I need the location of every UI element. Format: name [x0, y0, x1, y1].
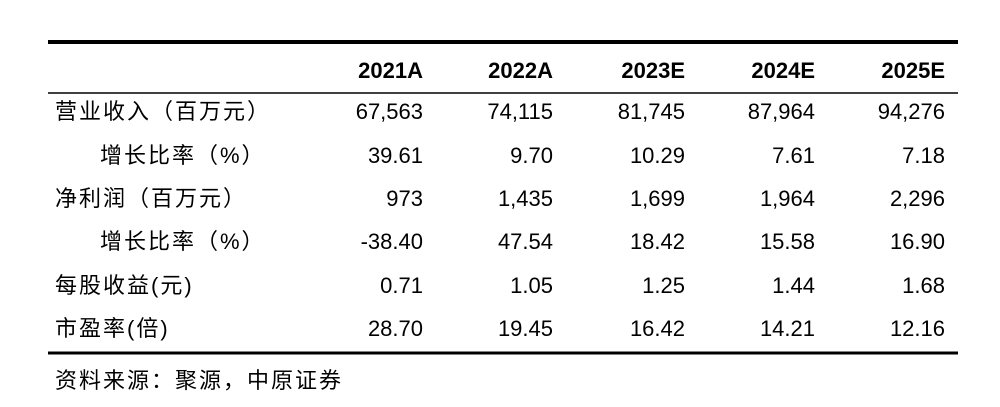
cell-value: 12.16 [890, 316, 945, 341]
column-header: 2025E [881, 58, 945, 83]
cell-value: 16.42 [630, 316, 685, 341]
cell-value: 67,563 [356, 99, 423, 124]
row-label: 每股收益(元) [55, 273, 194, 298]
column-header: 2023E [621, 58, 685, 83]
cell-value: 74,115 [487, 99, 553, 124]
source-note: 资料来源：聚源，中原证券 [55, 368, 343, 393]
row-label: 净利润（百万元） [55, 186, 247, 211]
cell-value: 1.68 [902, 273, 945, 298]
cell-value: 2,296 [890, 186, 945, 211]
column-header: 2024E [751, 58, 815, 83]
cell-value: 47.54 [498, 229, 553, 254]
cell-value: 7.18 [902, 143, 945, 168]
row-label: 市盈率(倍) [55, 316, 170, 341]
cell-value: 10.29 [630, 143, 685, 168]
cell-value: 94,276 [878, 99, 945, 124]
cell-value: 1.25 [642, 273, 685, 298]
cell-value: 14.21 [760, 316, 815, 341]
cell-value: 9.70 [510, 143, 553, 168]
cell-value: 16.90 [890, 229, 945, 254]
cell-value: 1,964 [760, 186, 815, 211]
cell-value: 39.61 [368, 143, 423, 168]
cell-value: 19.45 [498, 316, 553, 341]
cell-value: 18.42 [630, 229, 685, 254]
cell-value: 7.61 [772, 143, 815, 168]
cell-value: 87,964 [748, 99, 815, 124]
cell-value: 973 [386, 186, 423, 211]
cell-value: -38.40 [361, 229, 423, 254]
column-header: 2022A [488, 58, 553, 83]
cell-value: 1.05 [510, 273, 553, 298]
row-label: 增长比率（%） [100, 229, 266, 254]
cell-value: 1,435 [498, 186, 553, 211]
cell-value: 28.70 [368, 316, 423, 341]
cell-value: 81,745 [618, 99, 685, 124]
cell-value: 1,699 [630, 186, 685, 211]
cell-value: 0.71 [380, 273, 423, 298]
row-label: 营业收入（百万元） [55, 99, 271, 124]
cell-value: 1.44 [772, 273, 815, 298]
column-header: 2021A [358, 58, 423, 83]
cell-value: 15.58 [760, 229, 815, 254]
row-label: 增长比率（%） [100, 143, 266, 168]
